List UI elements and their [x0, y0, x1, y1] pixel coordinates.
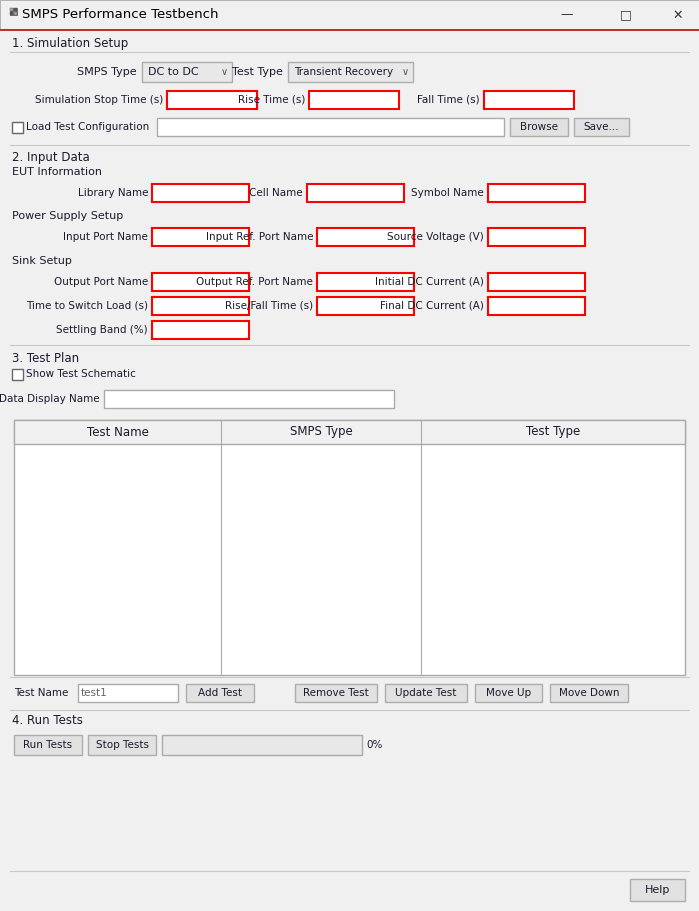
- Text: Cell Name: Cell Name: [250, 188, 303, 198]
- Text: Remove Test: Remove Test: [303, 688, 369, 698]
- Text: Library Name: Library Name: [78, 188, 148, 198]
- Bar: [630, 879, 685, 901]
- Text: 4. Run Tests: 4. Run Tests: [12, 714, 83, 728]
- Bar: [152, 297, 249, 315]
- Text: Output Port Name: Output Port Name: [54, 277, 148, 287]
- Bar: [309, 91, 399, 109]
- Bar: [317, 273, 414, 291]
- Bar: [152, 273, 249, 291]
- Bar: [488, 228, 585, 246]
- Bar: [157, 118, 504, 136]
- Bar: [14, 12, 17, 15]
- Text: Input Port Name: Input Port Name: [63, 232, 148, 242]
- Bar: [475, 684, 542, 702]
- Text: Output Ref. Port Name: Output Ref. Port Name: [196, 277, 313, 287]
- Bar: [12, 122, 23, 133]
- Bar: [14, 8, 17, 11]
- Bar: [10, 8, 13, 11]
- Text: □: □: [620, 8, 632, 22]
- Text: EUT Information: EUT Information: [12, 167, 102, 177]
- Text: Time to Switch Load (s): Time to Switch Load (s): [26, 301, 148, 311]
- Text: 1. Simulation Setup: 1. Simulation Setup: [12, 37, 128, 50]
- Bar: [385, 684, 467, 702]
- Bar: [14, 420, 685, 675]
- Text: Stop Tests: Stop Tests: [96, 740, 148, 750]
- Text: Rise Time (s): Rise Time (s): [238, 95, 305, 105]
- Bar: [488, 297, 585, 315]
- Text: SMPS Type: SMPS Type: [289, 425, 352, 438]
- Text: ✕: ✕: [672, 8, 682, 22]
- Bar: [10, 12, 13, 15]
- Bar: [186, 684, 254, 702]
- Text: Rise/Fall Time (s): Rise/Fall Time (s): [225, 301, 313, 311]
- Text: test1: test1: [81, 688, 108, 698]
- Bar: [152, 228, 249, 246]
- Bar: [14, 735, 82, 755]
- Bar: [550, 684, 628, 702]
- Text: Test Type: Test Type: [232, 67, 283, 77]
- Bar: [510, 118, 568, 136]
- Text: Test Name: Test Name: [87, 425, 148, 438]
- Bar: [162, 735, 362, 755]
- Text: —: —: [560, 8, 572, 22]
- Bar: [574, 118, 629, 136]
- Text: Test Type: Test Type: [526, 425, 580, 438]
- Text: Final DC Current (A): Final DC Current (A): [380, 301, 484, 311]
- Bar: [12, 369, 23, 380]
- Text: DC to DC: DC to DC: [148, 67, 199, 77]
- Bar: [317, 297, 414, 315]
- Text: Help: Help: [644, 885, 670, 895]
- Text: Load Test Configuration: Load Test Configuration: [26, 122, 150, 132]
- Text: Save...: Save...: [584, 122, 619, 132]
- Bar: [78, 684, 178, 702]
- Bar: [488, 273, 585, 291]
- Text: Browse: Browse: [520, 122, 558, 132]
- Bar: [307, 184, 404, 202]
- Text: Source Voltage (V): Source Voltage (V): [387, 232, 484, 242]
- Text: Move Up: Move Up: [486, 688, 531, 698]
- Bar: [88, 735, 156, 755]
- Text: Symbol Name: Symbol Name: [411, 188, 484, 198]
- Text: Settling Band (%): Settling Band (%): [57, 325, 148, 335]
- Text: Test Name: Test Name: [14, 688, 69, 698]
- Text: SMPS Performance Testbench: SMPS Performance Testbench: [22, 8, 219, 22]
- Text: Add Test: Add Test: [198, 688, 242, 698]
- Bar: [14, 420, 685, 444]
- Text: Data Display Name: Data Display Name: [0, 394, 100, 404]
- Bar: [488, 184, 585, 202]
- Text: Fall Time (s): Fall Time (s): [417, 95, 480, 105]
- Text: Power Supply Setup: Power Supply Setup: [12, 211, 123, 221]
- Text: Simulation Stop Time (s): Simulation Stop Time (s): [35, 95, 163, 105]
- Bar: [0, 29, 699, 31]
- Text: ∨: ∨: [401, 67, 408, 77]
- Bar: [0, 0, 699, 30]
- Text: 3. Test Plan: 3. Test Plan: [12, 352, 79, 364]
- Bar: [167, 91, 257, 109]
- Text: 0%: 0%: [366, 740, 382, 750]
- Text: Sink Setup: Sink Setup: [12, 256, 72, 266]
- Bar: [484, 91, 574, 109]
- Bar: [142, 62, 232, 82]
- Text: 2. Input Data: 2. Input Data: [12, 151, 89, 165]
- Text: Show Test Schematic: Show Test Schematic: [26, 369, 136, 379]
- Bar: [295, 684, 377, 702]
- Bar: [317, 228, 414, 246]
- Bar: [10, 8, 17, 15]
- Text: Run Tests: Run Tests: [24, 740, 73, 750]
- Bar: [104, 390, 394, 408]
- Bar: [152, 184, 249, 202]
- Text: Update Test: Update Test: [396, 688, 456, 698]
- Bar: [152, 321, 249, 339]
- Text: Move Down: Move Down: [559, 688, 619, 698]
- Bar: [0, 871, 699, 911]
- Bar: [288, 62, 413, 82]
- Text: Initial DC Current (A): Initial DC Current (A): [375, 277, 484, 287]
- Text: Transient Recovery: Transient Recovery: [294, 67, 393, 77]
- Text: Input Ref. Port Name: Input Ref. Port Name: [206, 232, 313, 242]
- Text: SMPS Type: SMPS Type: [78, 67, 137, 77]
- Text: ∨: ∨: [220, 67, 228, 77]
